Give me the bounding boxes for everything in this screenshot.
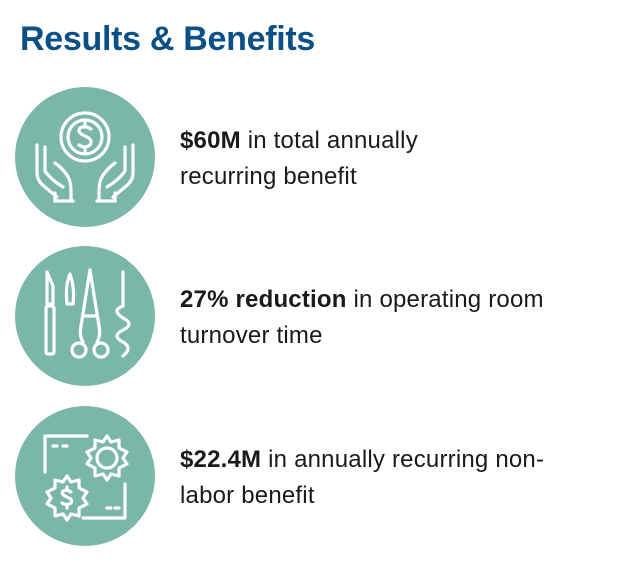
benefit-line1-rest: in operating room (346, 286, 544, 313)
benefit-item-non-labor: $22.4M in annually recurring non- labor … (15, 406, 615, 546)
benefit-item-or-turnover: 27% reduction in operating room turnover… (15, 246, 615, 386)
hands-dollar-coin-icon (15, 87, 155, 227)
surgical-instruments-icon (15, 246, 155, 386)
page-title: Results & Benefits (20, 20, 316, 58)
benefit-text: $60M in total annually recurring benefit (180, 123, 610, 195)
benefit-line2: turnover time (180, 322, 323, 349)
benefit-line1-rest: in annually recurring non- (261, 446, 545, 473)
benefit-item-total-benefit: $60M in total annually recurring benefit (15, 87, 615, 227)
gears-dollar-window-icon (15, 406, 155, 546)
benefit-highlight: $60M (180, 127, 241, 154)
benefit-text: $22.4M in annually recurring non- labor … (180, 442, 610, 514)
benefit-highlight: $22.4M (180, 446, 262, 473)
benefit-text: 27% reduction in operating room turnover… (180, 282, 610, 354)
benefit-line2: labor benefit (180, 482, 315, 509)
benefit-highlight: 27% reduction (180, 286, 347, 313)
benefit-line1-rest: in total annually (240, 127, 418, 154)
benefit-line2: recurring benefit (180, 163, 357, 190)
